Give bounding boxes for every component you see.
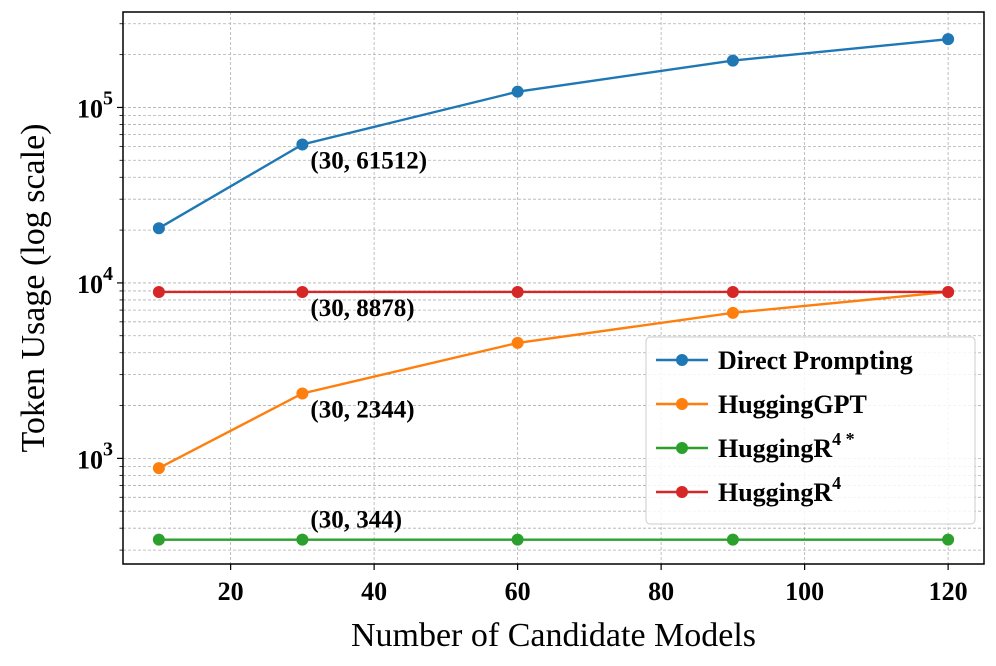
legend-entry: HuggingGPT: [656, 390, 867, 419]
data-point: [152, 462, 165, 475]
data-point: [511, 85, 524, 98]
series-hugginggpt: [152, 285, 955, 475]
y-tick-base: 10: [77, 94, 103, 123]
y-tick-base: 10: [77, 270, 103, 299]
y-tick-label: 104: [77, 263, 113, 299]
data-point: [511, 533, 524, 546]
x-axis-title: Number of Candidate Models: [351, 617, 756, 654]
series-direct-prompting: [152, 33, 955, 235]
legend-box: [645, 336, 976, 525]
data-point: [152, 533, 165, 546]
legend-label: HuggingR4 *: [718, 429, 855, 463]
plot-area-frame: [122, 11, 985, 565]
data-point: [726, 285, 739, 298]
x-tick-label: 40: [361, 577, 387, 606]
x-tick-label: 80: [648, 577, 674, 606]
y-tick-exponent: 3: [103, 438, 113, 460]
legend-entry: Direct Prompting: [656, 346, 913, 375]
data-point: [296, 138, 309, 151]
legend-label: HuggingGPT: [718, 390, 867, 419]
data-point: [942, 285, 955, 298]
data-point: [152, 222, 165, 235]
legend-label-superscript: 4 *: [832, 429, 855, 449]
legend-marker: [676, 354, 688, 366]
y-tick-base: 10: [77, 445, 103, 474]
series-huggingr4: [152, 285, 955, 298]
data-annotation: (30, 61512): [310, 147, 427, 174]
data-point: [296, 285, 309, 298]
data-point: [726, 533, 739, 546]
data-point: [726, 306, 739, 319]
data-point: [152, 285, 165, 298]
legend-label-main: HuggingGPT: [718, 390, 867, 419]
data-annotation: (30, 344): [310, 507, 402, 534]
series-line: [158, 37, 949, 230]
legend-entry: HuggingR4 *: [656, 429, 855, 463]
legend-label: HuggingR4: [718, 473, 841, 507]
data-point: [296, 387, 309, 400]
y-tick-exponent: 4: [103, 263, 113, 285]
legend-label-main: HuggingR: [718, 434, 832, 463]
series-huggingr4-: [152, 533, 955, 546]
legend-marker: [676, 398, 688, 410]
legend-label-main: HuggingR: [718, 478, 832, 507]
y-tick-label: 105: [77, 87, 113, 123]
data-point: [511, 285, 524, 298]
x-tick-label: 120: [929, 577, 968, 606]
series-layer: [152, 33, 955, 546]
y-tick-exponent: 5: [103, 87, 113, 109]
legend-marker: [676, 442, 688, 454]
x-tick-label: 60: [505, 577, 531, 606]
legend-marker: [676, 486, 688, 498]
annotations: (30, 61512) (30, 8878) (30, 2344) (30, 344): [310, 147, 427, 533]
data-point: [942, 33, 955, 46]
data-annotation: (30, 8878): [310, 295, 414, 322]
legend-label: Direct Prompting: [718, 346, 913, 375]
x-tick-label: 100: [785, 577, 824, 606]
y-axis-title: Token Usage (log scale): [15, 124, 52, 453]
y-tick-label: 103: [77, 438, 113, 474]
data-annotation: (30, 2344): [310, 396, 414, 423]
legend-entry: HuggingR4: [656, 473, 841, 507]
legend-label-superscript: 4: [832, 473, 841, 493]
data-point: [296, 533, 309, 546]
legend-label-main: Direct Prompting: [718, 346, 913, 375]
data-point: [942, 533, 955, 546]
x-tick-label: 20: [218, 577, 244, 606]
data-point: [726, 54, 739, 67]
data-point: [511, 336, 524, 349]
